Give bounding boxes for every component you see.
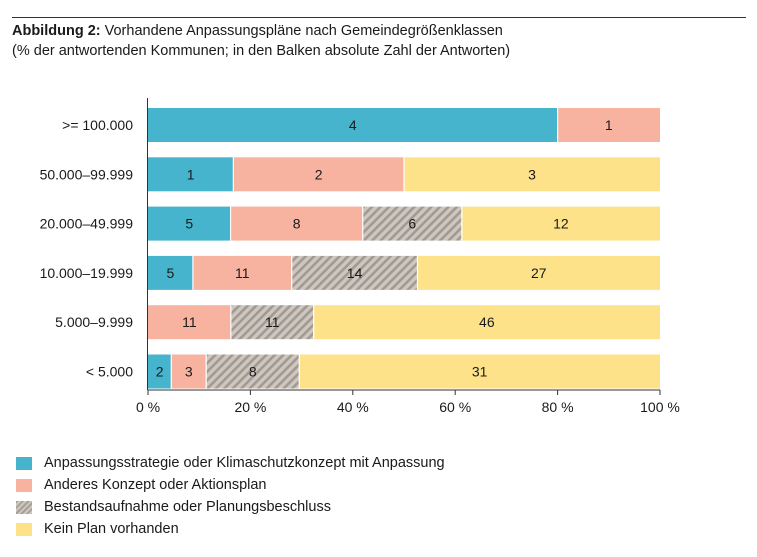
data-label-strategy: 2	[156, 364, 164, 380]
data-label-inventory: 11	[265, 314, 280, 330]
data-label-other-concept: 1	[605, 117, 613, 133]
legend-item-other-concept: Anderes Konzept oder Aktionsplan	[16, 474, 445, 496]
data-label-other-concept: 3	[185, 364, 193, 380]
figure-number: Abbildung 2:	[12, 23, 101, 39]
bar-segment-no-plan	[461, 206, 660, 241]
legend-item-no-plan: Kein Plan vorhanden	[16, 518, 445, 540]
data-label-inventory: 8	[249, 364, 257, 380]
x-tick-label: 40 %	[337, 399, 369, 415]
category-label: >= 100.000	[62, 117, 133, 133]
category-label: 50.000–99.999	[40, 166, 134, 182]
data-label-strategy: 5	[185, 216, 193, 232]
data-label-other-concept: 11	[235, 265, 250, 281]
bar-segment-other-concept	[148, 305, 231, 340]
data-label-no-plan: 27	[531, 265, 547, 281]
bar-segment-strategy	[148, 206, 231, 241]
bar-segment-inventory	[230, 305, 314, 340]
data-label-strategy: 5	[167, 265, 175, 281]
legend-label-inventory: Bestandsaufnahme oder Planungsbeschluss	[44, 499, 331, 515]
title-text: Vorhandene Anpassungspläne nach Gemeinde…	[100, 23, 503, 39]
legend-swatch-inventory	[16, 500, 32, 514]
data-label-other-concept: 8	[293, 216, 301, 232]
x-tick-label: 20 %	[234, 399, 266, 415]
data-label-strategy: 1	[187, 166, 195, 182]
bar-segment-no-plan	[417, 255, 660, 290]
category-label: 5.000–9.999	[55, 314, 133, 330]
data-label-no-plan: 46	[479, 314, 495, 330]
chart-title: Abbildung 2: Vorhandene Anpassungspläne …	[12, 22, 503, 40]
legend-item-inventory: Bestandsaufnahme oder Planungsbeschluss	[16, 496, 445, 518]
x-tick-label: 80 %	[542, 399, 574, 415]
legend-label-strategy: Anpassungsstrategie oder Klimaschutzkonz…	[44, 455, 445, 471]
data-label-inventory: 14	[347, 265, 363, 281]
chart-subtitle: (% der antwortenden Kommunen; in den Bal…	[12, 43, 511, 59]
title-rule	[12, 17, 746, 18]
category-label: 10.000–19.999	[40, 265, 134, 281]
legend-swatch-other-concept	[16, 478, 32, 492]
legend: Anpassungsstrategie oder Klimaschutzkonz…	[16, 452, 445, 540]
bar-segment-strategy	[148, 255, 193, 290]
bar-segment-strategy	[148, 157, 234, 192]
bar-segment-other-concept	[192, 255, 292, 290]
bar-segment-no-plan	[299, 354, 660, 389]
bar-segment-other-concept	[230, 206, 363, 241]
bar-segment-other-concept	[557, 108, 660, 142]
category-labels: >= 100.000 50.000–99.999 20.000–49.999 10.0…	[40, 117, 134, 380]
bar-segment-strategy	[148, 354, 172, 389]
data-label-other-concept: 11	[182, 314, 197, 330]
x-tick-label: 60 %	[439, 399, 471, 415]
bar-segment-no-plan	[404, 157, 660, 192]
legend-item-strategy: Anpassungsstrategie oder Klimaschutzkonz…	[16, 452, 445, 474]
data-label-inventory: 6	[408, 216, 416, 232]
data-label-no-plan: 12	[553, 216, 569, 232]
bar-segment-inventory	[362, 206, 462, 241]
bar-segment-inventory	[291, 255, 418, 290]
category-label: 20.000–49.999	[40, 216, 134, 232]
legend-swatch-strategy	[16, 456, 32, 470]
bar-segment-other-concept	[233, 157, 404, 192]
bar-segment-other-concept	[171, 354, 207, 389]
data-label-strategy: 4	[349, 117, 357, 133]
x-tick-label: 0 %	[136, 399, 160, 415]
x-axis: 0 % 20 % 40 % 60 % 80 % 100 %	[136, 98, 680, 415]
data-label-no-plan: 31	[472, 364, 488, 380]
legend-label-no-plan: Kein Plan vorhanden	[44, 521, 179, 537]
legend-swatch-no-plan	[16, 522, 32, 536]
data-label-no-plan: 3	[528, 166, 536, 182]
x-tick-label: 100 %	[640, 399, 680, 415]
bar-segment-strategy	[148, 108, 558, 142]
bar-segment-inventory	[206, 354, 300, 389]
bar-segment-no-plan	[313, 305, 660, 340]
legend-label-other-concept: Anderes Konzept oder Aktionsplan	[44, 477, 267, 493]
data-label-other-concept: 2	[315, 166, 323, 182]
category-label: < 5.000	[86, 364, 133, 380]
